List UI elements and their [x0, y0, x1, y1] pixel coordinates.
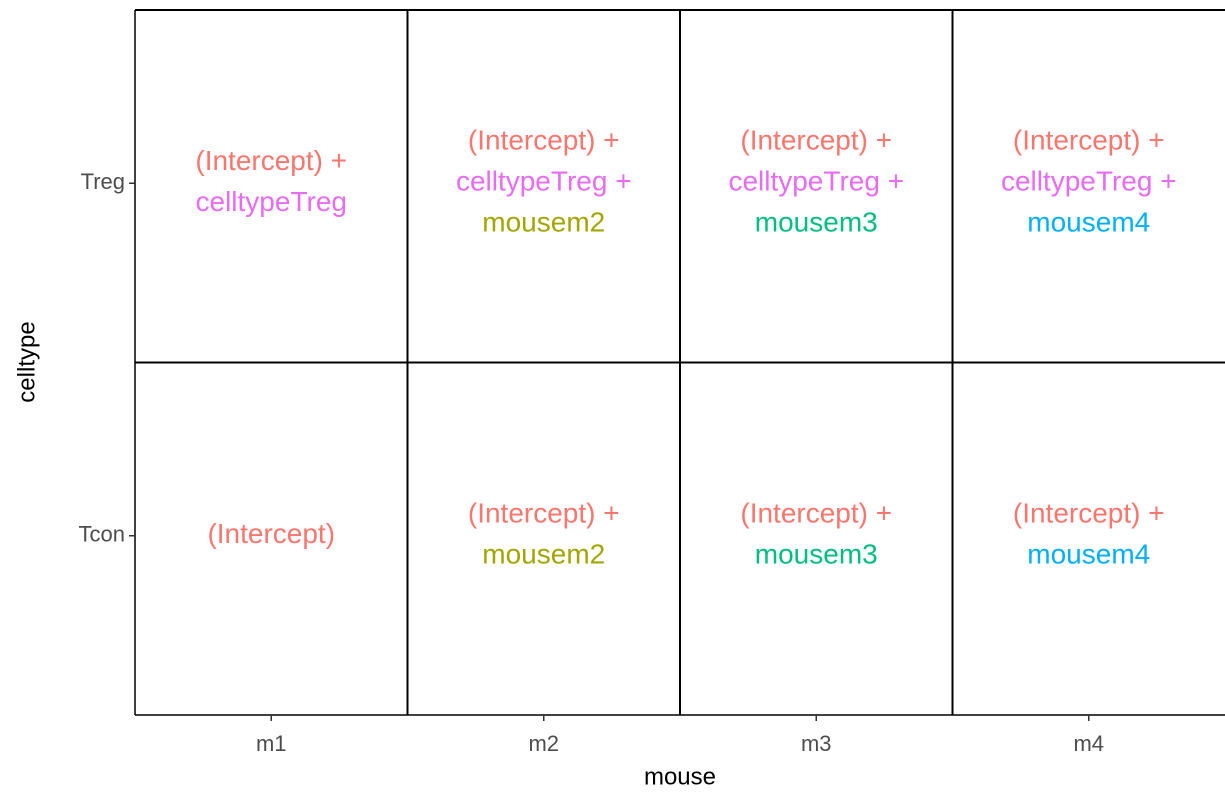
y-axis-title: celltype — [13, 321, 40, 402]
y-tick-label: Treg — [81, 169, 125, 194]
cell-term: mousem3 — [755, 207, 878, 238]
cell-term: celltypeTreg + — [728, 166, 904, 197]
cell-term: mousem4 — [1027, 207, 1150, 238]
cell-term: (Intercept) + — [195, 145, 347, 176]
cell-term: celltypeTreg + — [456, 166, 632, 197]
x-tick-label: m3 — [801, 731, 832, 756]
cell-term: mousem2 — [482, 207, 605, 238]
cell-term: celltypeTreg — [196, 186, 347, 217]
x-tick-label: m1 — [256, 731, 287, 756]
cell-term: mousem2 — [482, 539, 605, 570]
cell-term: (Intercept) + — [1013, 125, 1165, 156]
y-tick-label: Tcon — [79, 522, 125, 547]
cell-term: (Intercept) + — [740, 125, 892, 156]
x-tick-label: m2 — [528, 731, 559, 756]
cell-term: (Intercept) + — [468, 498, 620, 529]
x-tick-label: m4 — [1073, 731, 1104, 756]
cell-term: (Intercept) + — [1013, 498, 1165, 529]
cell-term: mousem3 — [755, 539, 878, 570]
cell-term: mousem4 — [1027, 539, 1150, 570]
cell-term: (Intercept) — [207, 518, 335, 549]
cell-term: celltypeTreg + — [1001, 166, 1177, 197]
cell-term: (Intercept) + — [468, 125, 620, 156]
cell-term: (Intercept) + — [740, 498, 892, 529]
x-axis-title: mouse — [644, 763, 716, 790]
